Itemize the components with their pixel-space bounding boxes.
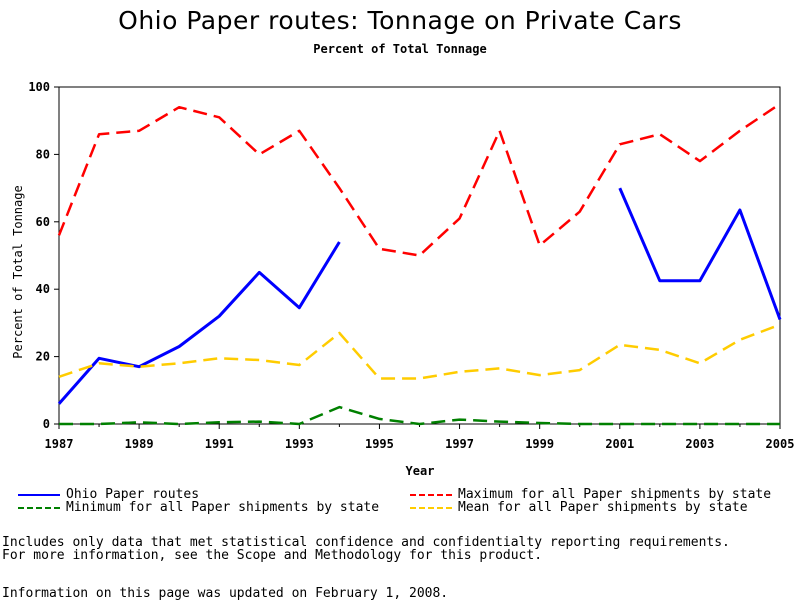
series-maximum bbox=[57, 102, 781, 257]
updated-note: Information on this page was updated on … bbox=[2, 586, 449, 601]
plot-area bbox=[58, 86, 781, 425]
x-tick-label: 1989 bbox=[125, 437, 154, 451]
x-tick-label: 2005 bbox=[766, 437, 795, 451]
legend-label-mean: Mean for all Paper shipments by state bbox=[458, 500, 748, 515]
x-tick-label: 1987 bbox=[45, 437, 74, 451]
y-tick-label: 80 bbox=[36, 147, 50, 161]
legend-swatch-mean bbox=[410, 507, 452, 509]
line-chart: 0 20 40 60 80 100 1987 1989 1991 1993 1995 1997 199… bbox=[11, 80, 795, 478]
legend-swatch-maximum bbox=[410, 494, 452, 496]
footnote-line-1: Includes only data that met statistical … bbox=[2, 535, 730, 550]
y-tick-label: 40 bbox=[36, 282, 50, 296]
x-tick-label: 1997 bbox=[445, 437, 474, 451]
y-tick-label: 0 bbox=[43, 417, 50, 431]
series-lines bbox=[57, 102, 782, 426]
series-minimum bbox=[59, 405, 780, 426]
y-tick-label: 20 bbox=[36, 350, 50, 364]
plot-border bbox=[58, 86, 781, 425]
x-tick-label: 2003 bbox=[685, 437, 714, 451]
x-tick-label: 2001 bbox=[605, 437, 634, 451]
x-axis-label: Year bbox=[406, 464, 435, 478]
legend-swatch-minimum bbox=[18, 507, 60, 509]
legend-label-maximum: Maximum for all Paper shipments by state bbox=[458, 487, 772, 502]
y-axis-label: Percent of Total Tonnage bbox=[11, 185, 25, 358]
x-axis: 1987 1989 1991 1993 1995 1997 1999 2001 2003 2005 bbox=[45, 424, 795, 451]
legend-label-minimum: Minimum for all Paper shipments by state bbox=[66, 500, 380, 515]
series-ohio-paper-routes bbox=[618, 187, 782, 321]
x-tick-label: 1991 bbox=[205, 437, 234, 451]
legend-swatch-ohio bbox=[18, 494, 60, 496]
x-tick-label: 1999 bbox=[525, 437, 554, 451]
y-axis: 0 20 40 60 80 100 bbox=[28, 80, 59, 431]
y-tick-label: 60 bbox=[36, 215, 50, 229]
legend-label-ohio: Ohio Paper routes bbox=[66, 487, 200, 502]
series-ohio-paper-routes bbox=[57, 241, 341, 405]
chart-title: Ohio Paper routes: Tonnage on Private Ca… bbox=[118, 6, 682, 35]
x-tick-label: 1995 bbox=[365, 437, 394, 451]
chart-subtitle: Percent of Total Tonnage bbox=[313, 42, 487, 56]
footnote-line-2: For more information, see the Scope and … bbox=[2, 548, 543, 563]
y-tick-label: 100 bbox=[28, 80, 50, 94]
x-tick-label: 1993 bbox=[285, 437, 314, 451]
